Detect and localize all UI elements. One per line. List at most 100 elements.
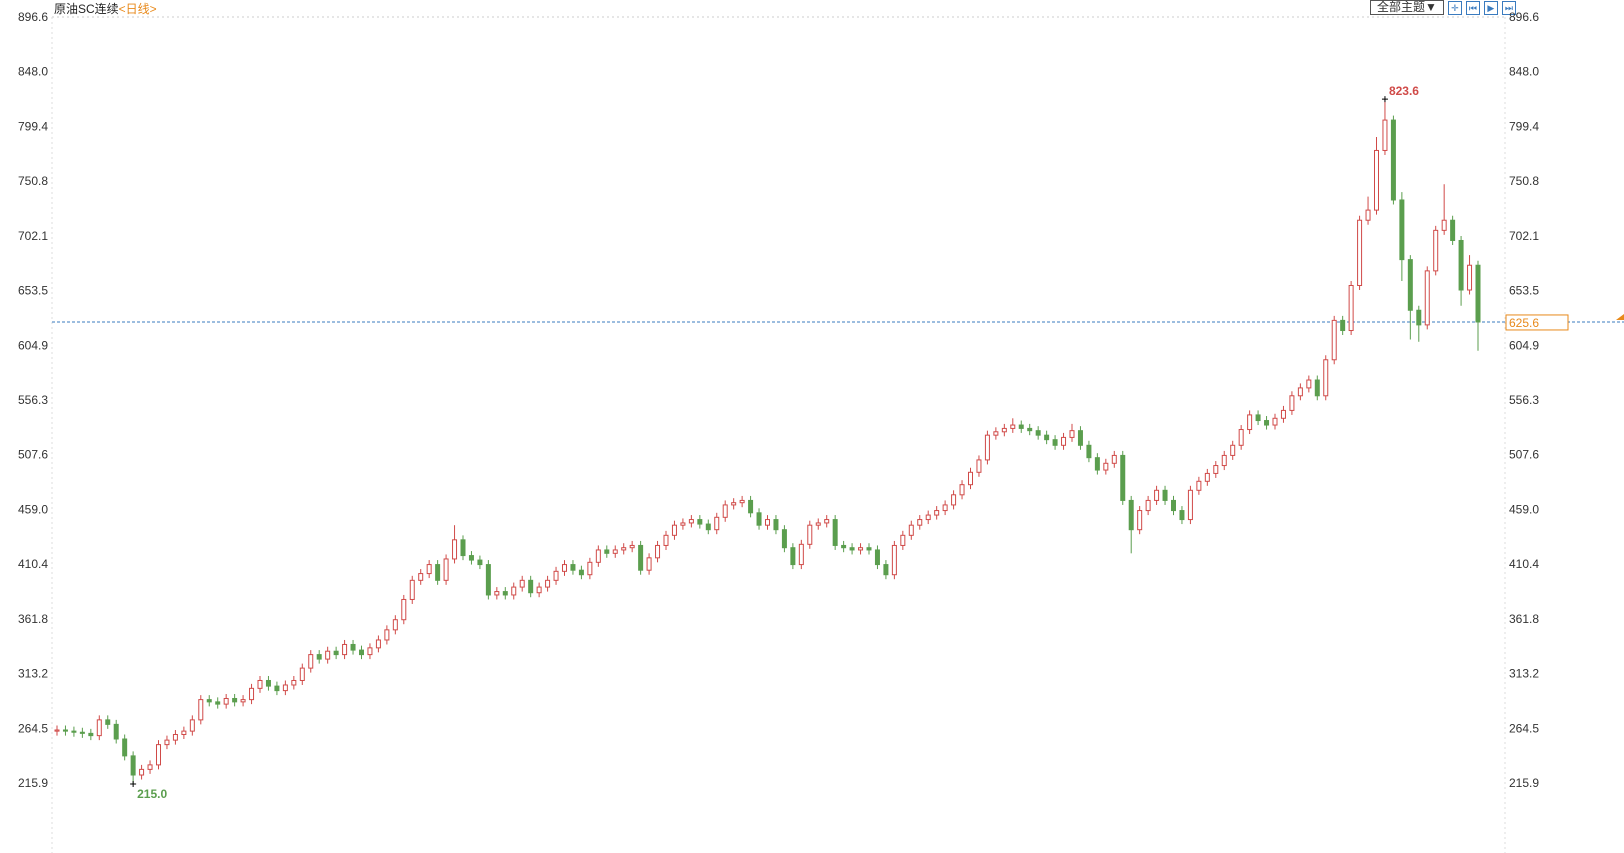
candle-body — [781, 529, 787, 549]
candle-body — [1331, 319, 1337, 361]
candle-body — [265, 679, 271, 687]
candle-body — [359, 649, 364, 656]
candle-body — [477, 559, 483, 566]
y-tick-label-left: 215.9 — [18, 776, 48, 790]
y-tick-label-right: 459.0 — [1509, 502, 1539, 516]
candle-body — [282, 684, 288, 692]
y-tick-label-right: 215.9 — [1509, 776, 1539, 790]
candle-body — [638, 544, 644, 571]
candle-body — [1044, 434, 1050, 441]
y-tick-label-left: 556.3 — [18, 393, 48, 407]
y-tick-label-right: 896.6 — [1509, 10, 1539, 24]
period-selector[interactable]: <日线> — [118, 2, 157, 16]
candle-body — [688, 519, 694, 524]
candle-body — [1035, 430, 1041, 436]
candle-body — [443, 558, 449, 581]
y-tick-label-left: 702.1 — [18, 229, 48, 243]
y-tick-label-left: 410.4 — [18, 557, 48, 571]
candle-body — [122, 738, 128, 757]
candle-body — [113, 723, 119, 740]
y-tick-label-right: 750.8 — [1509, 174, 1539, 188]
crosshair-icon[interactable]: ✛ — [1447, 0, 1462, 15]
candle-body — [562, 564, 567, 572]
candle-body — [874, 549, 880, 566]
candle-body — [418, 573, 424, 581]
theme-dropdown-button[interactable]: 全部主题▼ — [1370, 0, 1444, 15]
y-tick-label-left: 604.9 — [18, 338, 48, 352]
candle-body — [223, 697, 229, 705]
candle-body — [1061, 436, 1067, 446]
y-tick-label-right: 264.5 — [1509, 721, 1539, 735]
candle-body — [1255, 414, 1261, 422]
candle-body — [1382, 119, 1388, 151]
candle-body — [1390, 119, 1396, 201]
candle-body — [1018, 424, 1024, 429]
candle-body — [942, 504, 948, 512]
candle-body — [1001, 427, 1007, 433]
candle-body — [553, 570, 559, 581]
candle-body — [189, 719, 195, 732]
candle-body — [866, 547, 872, 551]
y-tick-label-left: 896.6 — [18, 10, 48, 24]
candle-body — [249, 687, 255, 701]
candle-body — [485, 564, 491, 596]
candle-body — [1187, 489, 1193, 521]
candle-body — [621, 547, 627, 551]
candle-body — [646, 557, 652, 571]
candle-body — [71, 730, 77, 733]
candle-body — [468, 555, 474, 561]
candle-body — [976, 459, 982, 473]
step-back-icon[interactable]: ⏮ — [1465, 0, 1480, 15]
candle-body — [714, 516, 720, 531]
candle-body — [1027, 427, 1033, 432]
play-icon[interactable]: ▶ — [1483, 0, 1498, 15]
candle-body — [1306, 379, 1312, 389]
candle-body — [375, 639, 381, 649]
jump-end-icon[interactable]: ⏭ — [1501, 0, 1516, 15]
y-tick-label-left: 653.5 — [18, 284, 48, 298]
candle-body — [1171, 499, 1176, 512]
y-tick-label-left: 459.0 — [18, 502, 48, 516]
candle-body — [1094, 457, 1100, 471]
last-price-box — [1505, 314, 1569, 331]
candle-body — [105, 719, 111, 725]
candle-body — [765, 519, 770, 526]
candle-body — [1264, 420, 1270, 426]
candle-body — [79, 731, 85, 734]
candle-body — [1137, 510, 1143, 531]
candle-body — [54, 729, 60, 732]
candle-body — [232, 697, 238, 703]
candle-body — [342, 643, 348, 656]
y-tick-label-right: 848.0 — [1509, 65, 1539, 79]
y-tick-label-left: 750.8 — [18, 174, 48, 188]
y-tick-label-right: 507.6 — [1509, 448, 1539, 462]
candle-body — [790, 547, 796, 566]
candle-body — [655, 544, 661, 559]
candle-body — [841, 544, 847, 549]
candle-body — [1348, 284, 1354, 332]
candle-body — [325, 650, 331, 660]
candle-body — [849, 547, 855, 551]
candle-body — [367, 647, 373, 656]
candle-body — [392, 619, 398, 631]
max-marker-icon — [1381, 96, 1388, 103]
candle-body — [705, 523, 711, 531]
candle-body — [1424, 270, 1430, 326]
candle-body — [1289, 395, 1295, 411]
candle-body — [536, 586, 542, 594]
y-tick-label-left: 848.0 — [18, 65, 48, 79]
y-tick-label-right: 313.2 — [1509, 667, 1539, 681]
candle-body — [1450, 219, 1456, 241]
candle-body — [291, 679, 297, 686]
candle-body — [1086, 444, 1092, 459]
candle-body — [722, 504, 728, 518]
candle-body — [384, 629, 390, 641]
candle-body — [968, 471, 973, 486]
candle-body — [984, 434, 990, 461]
candle-body — [409, 579, 415, 600]
candle-body — [773, 519, 779, 531]
y-tick-label-right: 799.4 — [1509, 119, 1539, 133]
candle-body — [1230, 444, 1236, 456]
candle-body — [815, 522, 821, 526]
